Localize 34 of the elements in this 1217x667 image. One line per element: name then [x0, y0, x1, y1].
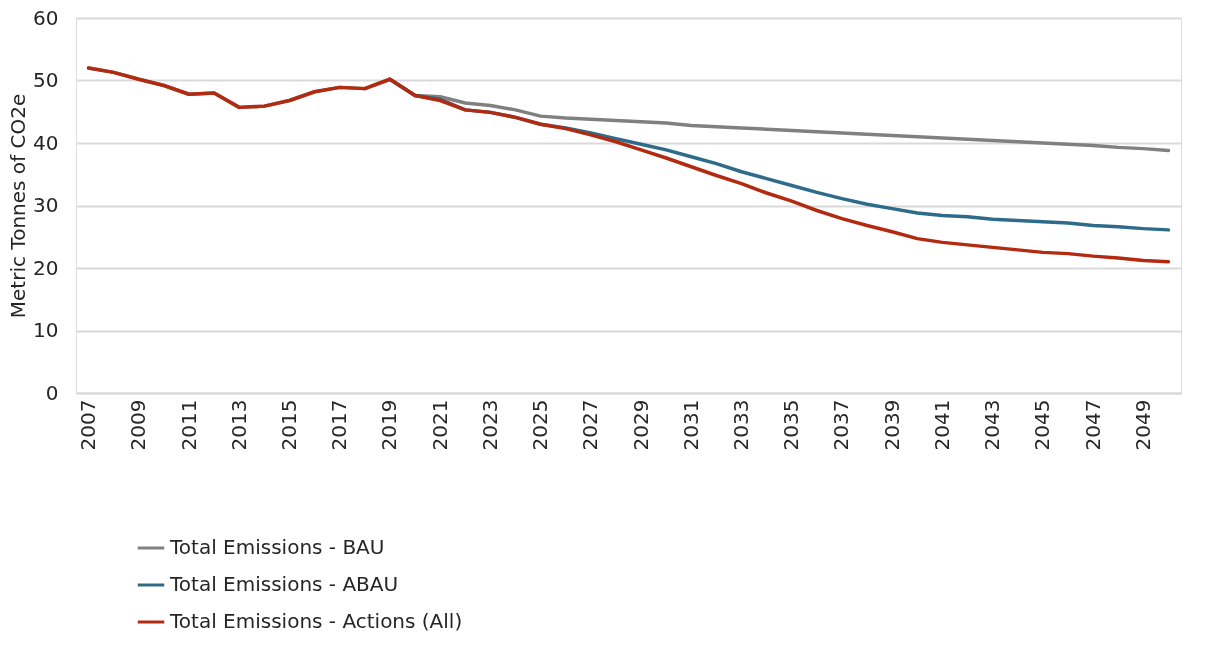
line-series: [86, 66, 1171, 264]
x-tick-label: 2009: [126, 399, 151, 451]
x-tick-label: 2039: [879, 399, 904, 451]
y-tick-label: 10: [33, 318, 59, 342]
x-tick-label: 2017: [327, 399, 352, 451]
x-tick-label: 2013: [226, 399, 251, 451]
x-tick-label: 2043: [980, 399, 1005, 451]
x-tick-label: 2021: [427, 399, 452, 451]
y-tick-label: 50: [33, 68, 59, 92]
x-tick-label: 2031: [678, 399, 703, 451]
x-tick-label: 2035: [779, 399, 804, 451]
x-tick-label: 2019: [377, 399, 402, 451]
x-tick-label: 2011: [176, 399, 201, 451]
y-tick-label: 0: [45, 380, 59, 405]
x-tick-label: 2045: [1030, 399, 1055, 451]
x-tick-label: 2033: [729, 399, 754, 451]
x-tick-label: 2015: [276, 399, 301, 451]
y-tick-label: 30: [33, 193, 59, 217]
x-tick-label: 2023: [477, 399, 502, 451]
x-tick-label: 2027: [578, 399, 603, 451]
x-tick-label: 2029: [628, 399, 653, 451]
y-tick-label: 20: [33, 255, 59, 280]
x-tick-label: 2049: [1130, 399, 1155, 451]
y-tick-label: 60: [33, 5, 59, 30]
y-tick-label: 40: [33, 130, 59, 155]
x-tick-label: 2041: [929, 399, 954, 451]
x-tick-label: 2025: [528, 399, 553, 451]
x-tick-label: 2007: [76, 399, 101, 451]
x-tick-label: 2047: [1080, 399, 1105, 451]
legend-label: Total Emissions - ABAU: [169, 572, 399, 596]
legend-label: Total Emissions - Actions (All): [169, 609, 463, 633]
legend-label: Total Emissions - BAU: [169, 535, 385, 559]
x-tick-label: 2037: [829, 399, 854, 451]
y-axis-title: Metric Tonnes of CO2e: [6, 93, 31, 319]
